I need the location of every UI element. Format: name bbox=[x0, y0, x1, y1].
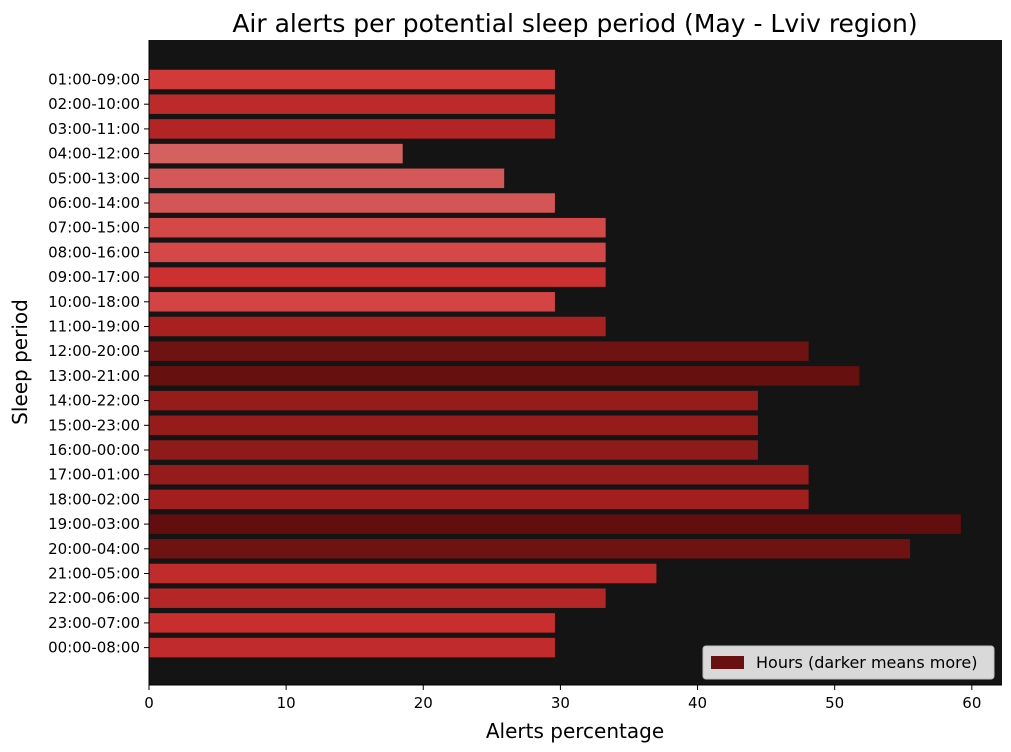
y-tick-label: 00:00-08:00 bbox=[48, 639, 140, 657]
bar bbox=[149, 637, 555, 658]
bar bbox=[149, 168, 505, 189]
x-tick-label: 0 bbox=[144, 694, 154, 712]
x-axis-label: Alerts percentage bbox=[486, 719, 664, 743]
legend-swatch bbox=[711, 656, 744, 669]
bar bbox=[149, 563, 657, 584]
y-tick-label: 13:00-21:00 bbox=[48, 367, 140, 385]
y-tick-label: 06:00-14:00 bbox=[48, 194, 140, 212]
y-tick-label: 08:00-16:00 bbox=[48, 243, 140, 261]
y-tick-label: 04:00-12:00 bbox=[48, 145, 140, 163]
bar bbox=[149, 119, 555, 139]
y-tick-label: 14:00-22:00 bbox=[48, 392, 140, 410]
y-tick-label: 16:00-00:00 bbox=[48, 441, 140, 459]
bar bbox=[149, 292, 555, 312]
x-tick-label: 60 bbox=[962, 694, 981, 712]
y-tick-label: 19:00-03:00 bbox=[48, 515, 140, 533]
bar bbox=[149, 143, 403, 164]
x-axis-ticks: 0 10 20 30 40 50 60 bbox=[144, 685, 981, 712]
bars bbox=[149, 69, 961, 658]
bar bbox=[149, 316, 606, 337]
bar bbox=[149, 489, 809, 510]
bar bbox=[149, 390, 758, 411]
bar bbox=[149, 267, 606, 287]
y-tick-label: 10:00-18:00 bbox=[48, 293, 140, 311]
bar bbox=[149, 539, 911, 559]
legend: Hours (darker means more) bbox=[702, 645, 995, 680]
y-tick-label: 11:00-19:00 bbox=[48, 318, 140, 336]
x-tick-label: 30 bbox=[551, 694, 570, 712]
y-tick-label: 12:00-20:00 bbox=[48, 342, 140, 360]
y-tick-label: 02:00-10:00 bbox=[48, 95, 140, 113]
y-tick-label: 15:00-23:00 bbox=[48, 416, 140, 434]
y-tick-label: 20:00-04:00 bbox=[48, 540, 140, 558]
bar bbox=[149, 217, 606, 238]
x-tick-label: 50 bbox=[825, 694, 844, 712]
chart-title: Air alerts per potential sleep period (M… bbox=[232, 9, 917, 38]
bar bbox=[149, 613, 555, 633]
y-tick-label: 07:00-15:00 bbox=[48, 219, 140, 237]
x-tick-label: 10 bbox=[277, 694, 296, 712]
y-tick-label: 03:00-11:00 bbox=[48, 120, 140, 138]
bar bbox=[149, 193, 555, 213]
bar bbox=[149, 588, 606, 608]
y-tick-label: 09:00-17:00 bbox=[48, 268, 140, 286]
bar bbox=[149, 464, 809, 485]
y-tick-label: 18:00-02:00 bbox=[48, 490, 140, 508]
y-tick-label: 05:00-13:00 bbox=[48, 169, 140, 187]
bar bbox=[149, 94, 555, 114]
bar bbox=[149, 366, 860, 386]
y-tick-label: 21:00-05:00 bbox=[48, 565, 140, 583]
legend-label: Hours (darker means more) bbox=[756, 653, 977, 672]
bar bbox=[149, 415, 758, 436]
x-tick-label: 40 bbox=[688, 694, 707, 712]
bar bbox=[149, 440, 758, 460]
y-tick-label: 22:00-06:00 bbox=[48, 589, 140, 607]
x-tick-label: 20 bbox=[414, 694, 433, 712]
bar bbox=[149, 341, 809, 361]
y-tick-label: 23:00-07:00 bbox=[48, 614, 140, 632]
y-tick-label: 17:00-01:00 bbox=[48, 466, 140, 484]
y-axis-label: Sleep period bbox=[8, 299, 32, 425]
bar bbox=[149, 69, 555, 90]
bar bbox=[149, 514, 961, 534]
legend-box bbox=[702, 645, 995, 680]
y-tick-label: 01:00-09:00 bbox=[48, 71, 140, 89]
bar bbox=[149, 242, 606, 263]
y-axis-ticks: 01:00-09:00 02:00-10:00 03:00-11:00 04:00-1… bbox=[48, 71, 149, 657]
